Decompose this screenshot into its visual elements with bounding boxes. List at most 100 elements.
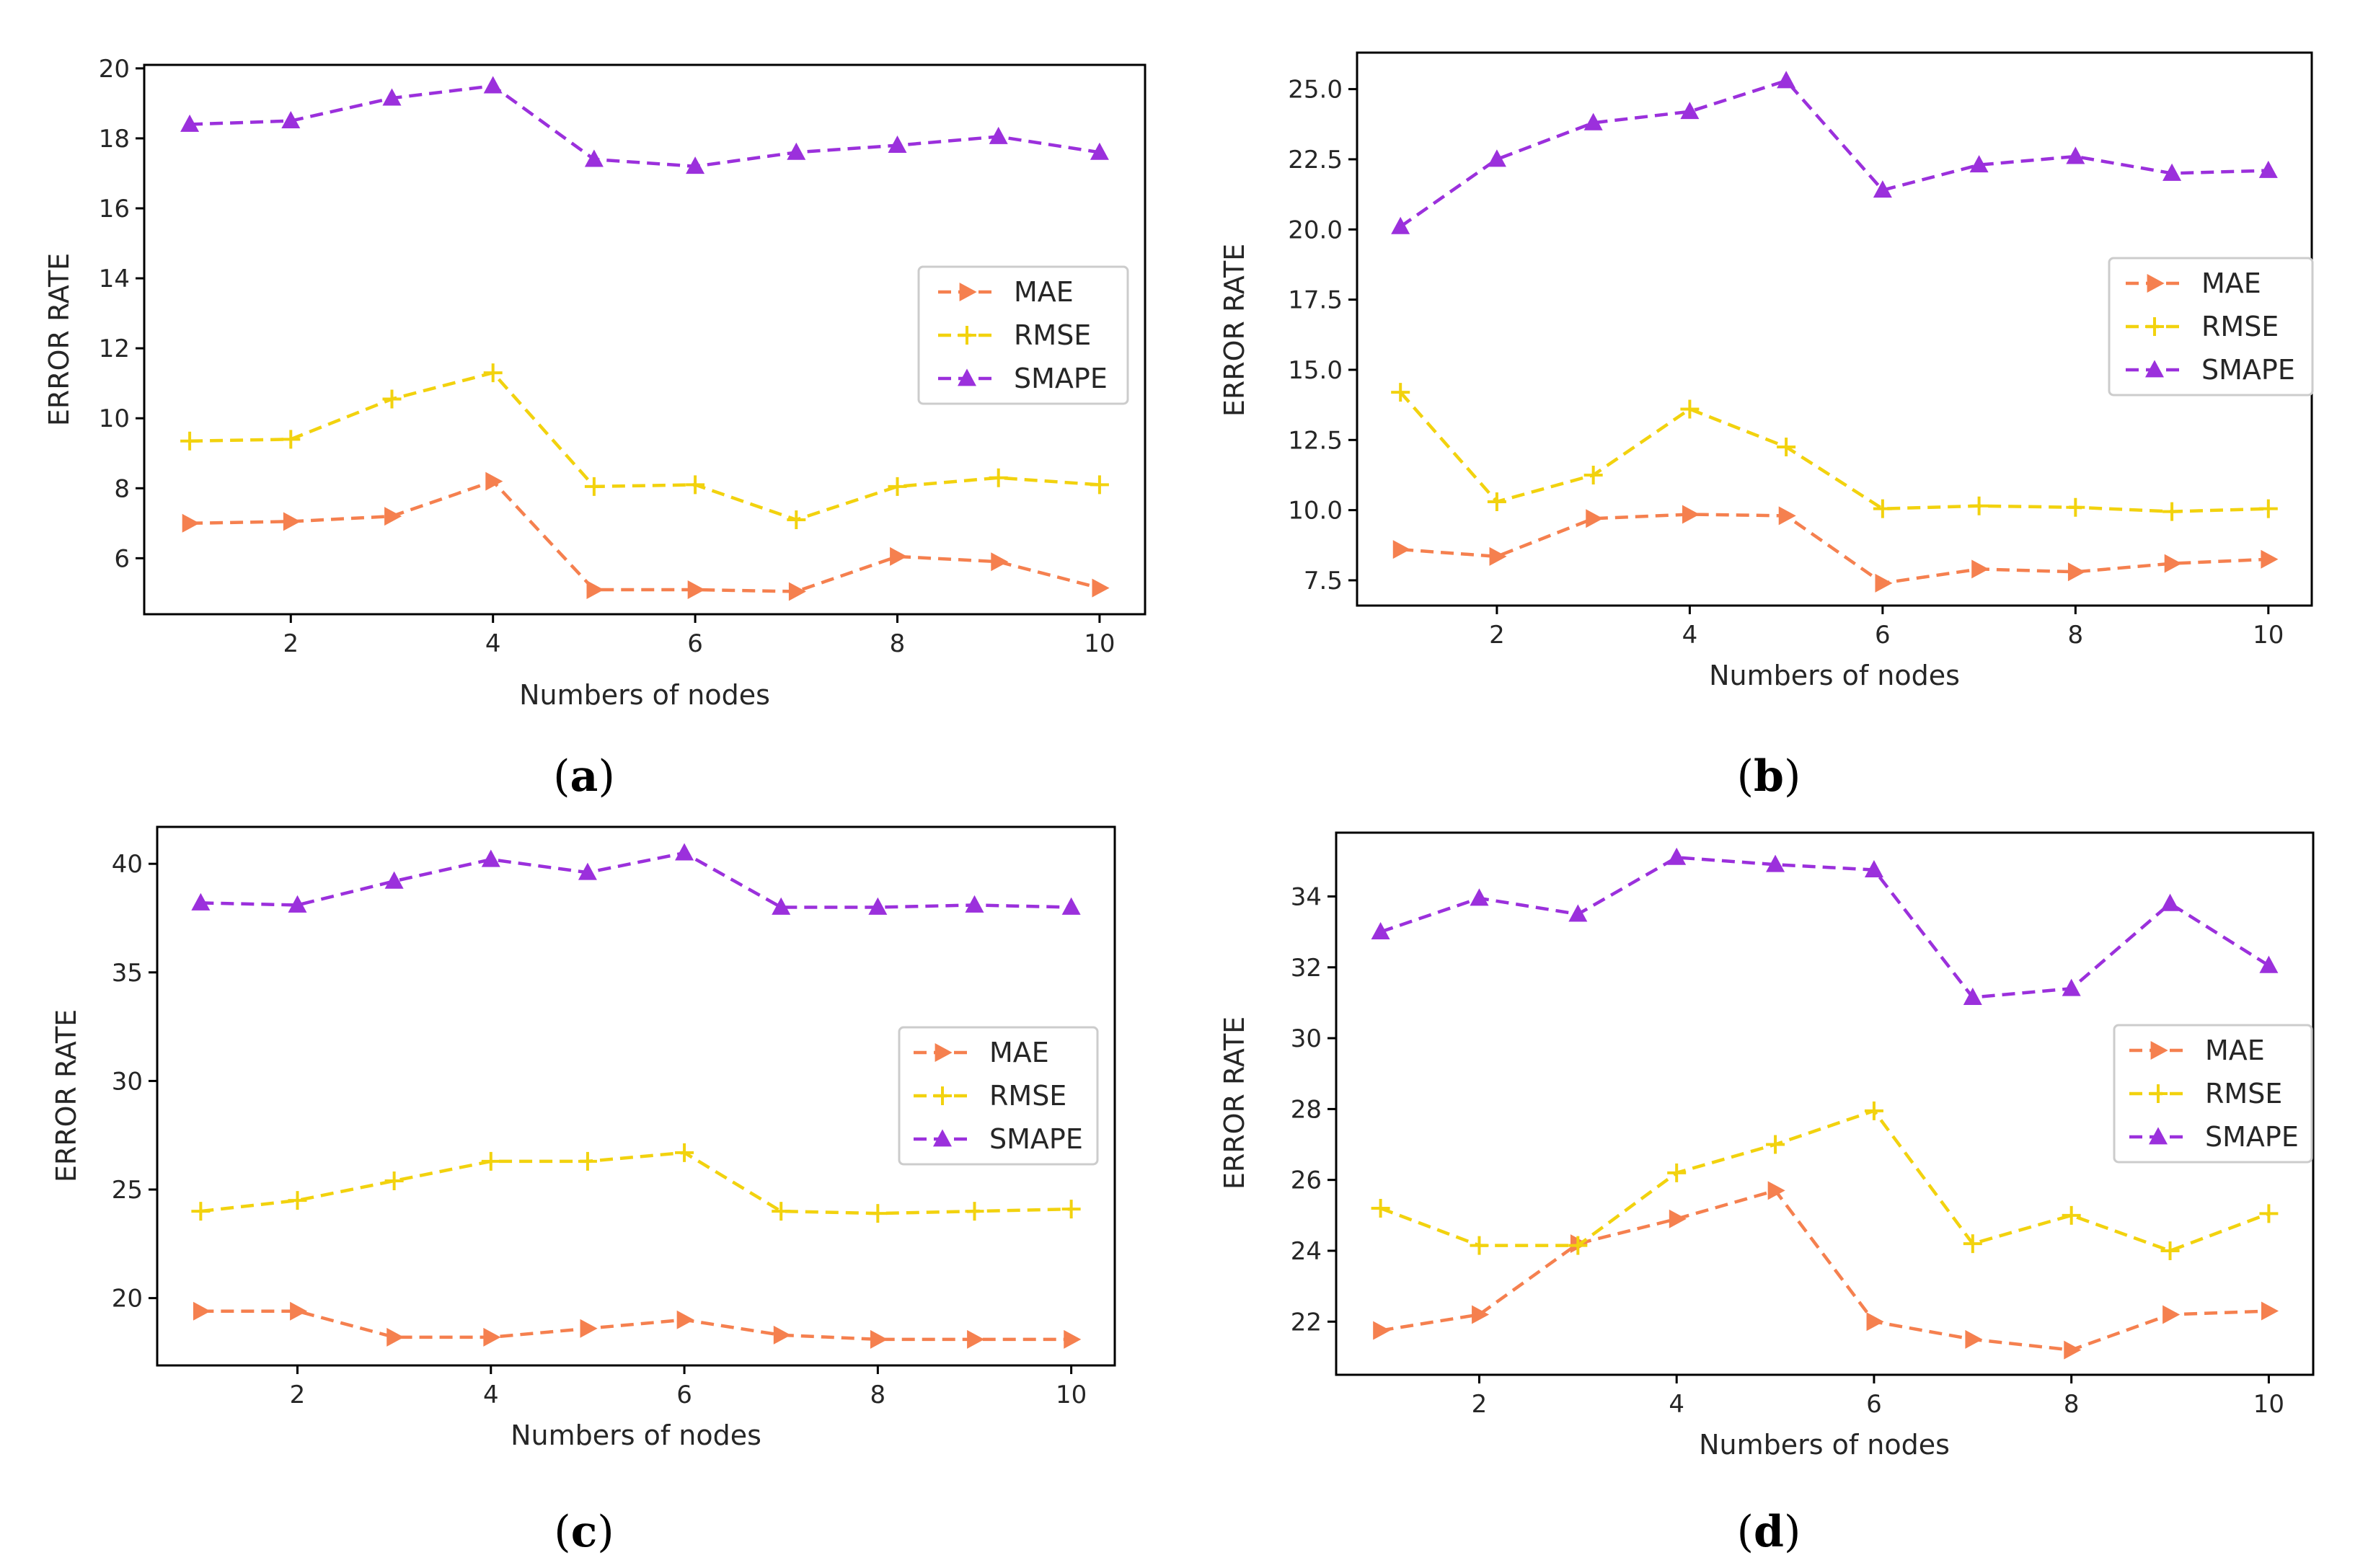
legend-marker-mae: [2150, 1041, 2168, 1060]
x-tick-label: 2: [290, 1381, 306, 1409]
data-point-smape: [2259, 955, 2279, 973]
data-point-smape: [1963, 987, 1982, 1005]
data-point-rmse: [989, 468, 1008, 487]
y-tick-label: 10: [99, 404, 130, 433]
x-tick-label: 10: [1056, 1381, 1087, 1409]
x-tick-label: 10: [2253, 1390, 2284, 1419]
x-tick-label: 6: [1866, 1390, 1882, 1419]
legend-marker-smape: [958, 368, 976, 386]
legend-label-smape: SMAPE: [989, 1123, 1083, 1155]
data-point-mae: [2261, 549, 2279, 569]
data-point-rmse: [578, 1151, 597, 1171]
legend-label-smape: SMAPE: [2201, 354, 2295, 386]
data-point-smape: [578, 862, 597, 880]
y-tick-label: 12.5: [1288, 426, 1343, 455]
data-point-rmse: [281, 430, 301, 449]
data-point-rmse: [1766, 1135, 1785, 1154]
legend: MAE RMSE SMAPE: [2108, 257, 2314, 397]
data-point-mae: [1586, 509, 1604, 528]
data-point-mae: [1682, 505, 1700, 524]
data-point-rmse: [384, 1171, 404, 1190]
legend-label-rmse: RMSE: [2201, 311, 2279, 342]
y-tick-label: 16: [99, 195, 130, 223]
data-point-rmse: [1583, 465, 1603, 484]
x-tick-label: 8: [870, 1381, 886, 1409]
data-point-rmse: [787, 510, 806, 529]
data-point-mae: [580, 1319, 598, 1338]
data-point-rmse: [382, 389, 402, 409]
data-point-mae: [676, 1310, 694, 1329]
data-point-mae: [483, 1327, 501, 1347]
legend: MAE RMSE SMAPE: [917, 265, 1129, 405]
data-point-mae: [870, 1329, 888, 1349]
data-point-mae: [1971, 559, 1989, 579]
data-point-smape: [1667, 847, 1687, 865]
series-line-mae: [1400, 513, 2268, 585]
x-axis-label: Numbers of nodes: [1709, 660, 1960, 691]
legend: MAE RMSE SMAPE: [898, 1026, 1099, 1166]
panel-caption-letter: c: [571, 1507, 598, 1557]
y-tick-label: 30: [1291, 1024, 1322, 1053]
data-point-rmse: [888, 477, 907, 496]
data-point-smape: [481, 849, 500, 867]
y-tick-label: 18: [99, 125, 130, 154]
y-tick-label: 17.5: [1288, 286, 1343, 315]
y-tick-label: 25: [112, 1176, 143, 1205]
data-point-smape: [281, 111, 301, 129]
panel-caption: (c): [554, 1507, 614, 1557]
panel-caption-letter: d: [1754, 1507, 1784, 1557]
data-point-smape: [1391, 216, 1410, 234]
series-line-mae: [200, 1309, 1072, 1342]
data-point-mae: [386, 1327, 405, 1347]
y-tick-label: 24: [1291, 1237, 1322, 1266]
data-point-mae: [1064, 1329, 1082, 1349]
panel-caption: (b): [1737, 751, 1801, 802]
data-point-rmse: [481, 1151, 500, 1171]
legend-box: [898, 1026, 1099, 1166]
y-tick-label: 10.0: [1288, 497, 1343, 526]
data-point-rmse: [772, 1202, 791, 1221]
series-line-rmse: [1399, 391, 2268, 513]
y-tick-label: 22: [1291, 1308, 1322, 1337]
data-point-smape: [1969, 155, 1989, 173]
legend-swatches: [938, 283, 996, 386]
data-point-mae: [1965, 1329, 1983, 1349]
data-point-rmse: [2062, 1205, 2081, 1225]
data-point-rmse: [686, 475, 705, 495]
legend: MAE RMSE SMAPE: [2113, 1024, 2313, 1164]
data-point-smape: [1680, 102, 1700, 120]
chart-panel-b: 2 4 6 8 10 7.5 10.0 12.5 15.0 17.5 20.0 22.5 25.0 ER…: [1219, 51, 2314, 802]
x-tick-label: 10: [2253, 621, 2284, 650]
data-point-smape: [382, 88, 402, 106]
x-tick-label: 8: [890, 629, 906, 658]
x-tick-label: 6: [687, 629, 703, 658]
y-tick-label: 20.0: [1288, 216, 1343, 244]
data-point-smape: [1873, 180, 1892, 198]
data-point-smape: [288, 895, 307, 913]
y-axis-label: ERROR RATE: [1219, 244, 1250, 417]
legend-marker-rmse: [2145, 317, 2164, 336]
data-point-rmse: [1568, 1236, 1588, 1255]
legend-label-smape: SMAPE: [1014, 363, 1108, 394]
data-point-rmse: [483, 363, 503, 383]
legend-swatches: [2126, 274, 2183, 378]
legend-label-smape: SMAPE: [2205, 1121, 2299, 1153]
data-point-rmse: [1470, 1236, 1489, 1255]
legend-box: [2113, 1024, 2313, 1164]
data-point-mae: [1489, 546, 1507, 566]
data-point-mae: [1767, 1181, 1785, 1200]
data-point-smape: [1470, 888, 1489, 906]
data-point-rmse: [1777, 438, 1796, 457]
data-point-rmse: [2259, 1204, 2279, 1223]
series-line-rmse: [200, 1151, 1072, 1215]
data-point-mae: [967, 1329, 985, 1349]
legend-marker-mae: [959, 283, 977, 301]
data-point-rmse: [1061, 1200, 1081, 1219]
data-point-mae: [1472, 1305, 1490, 1324]
series-line-smape: [1399, 79, 2268, 229]
data-point-smape: [180, 114, 200, 132]
x-tick-label: 10: [1084, 629, 1115, 658]
data-point-mae: [2162, 1305, 2181, 1324]
